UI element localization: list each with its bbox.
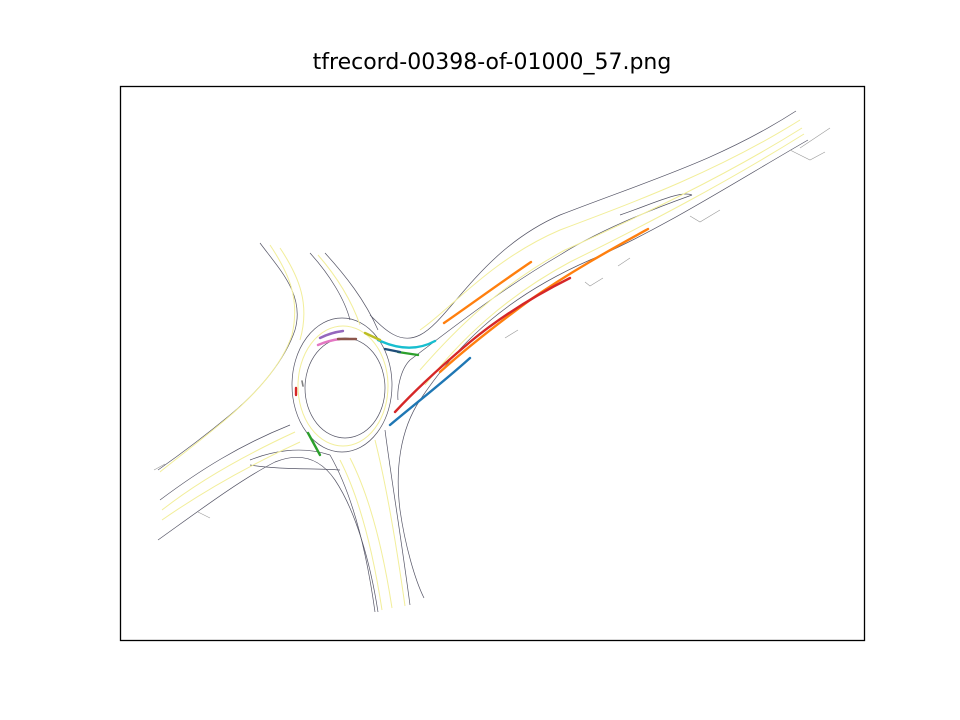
trajectory-teal (376, 338, 437, 349)
trajectory-navy (383, 347, 402, 354)
trajectory-green-sw (306, 431, 322, 457)
roundabout-inner-edge (304, 337, 386, 439)
sw-island-edge (249, 449, 341, 471)
road-edges (157, 110, 809, 613)
road-edges-light (153, 127, 831, 519)
s-arm-edge-left (329, 454, 376, 613)
s-arm-edge-right (384, 429, 411, 606)
trajectory-pink (316, 337, 342, 347)
trajectory-olive (363, 331, 382, 342)
nw-arm-edge-left (157, 242, 298, 471)
trajectory-purple (318, 329, 345, 340)
highway-lower-edge (397, 139, 809, 599)
roundabout-outer-edge (291, 317, 393, 453)
trajectory-green-ramp (396, 350, 420, 357)
trajectory-orange-lower (438, 227, 650, 374)
axes-frame (119, 85, 866, 642)
ramp-island-edge (397, 193, 693, 401)
highway-upper-edge (369, 110, 797, 339)
trajectory-red (393, 276, 572, 414)
lane-centerlines (159, 119, 805, 611)
n-arm-edge (324, 252, 379, 331)
trajectory-blue (388, 356, 472, 427)
trajectory-gray-short (301, 380, 304, 387)
sw-arm-edge-upper (159, 424, 291, 501)
nw-arm-edge-right (309, 252, 351, 321)
trajectory-orange-upper (442, 260, 533, 325)
agent-trajectories (294, 227, 650, 457)
sw-arm-edge-lower (157, 456, 379, 613)
figure-title: tfrecord-00398-of-01000_57.png (312, 50, 672, 75)
